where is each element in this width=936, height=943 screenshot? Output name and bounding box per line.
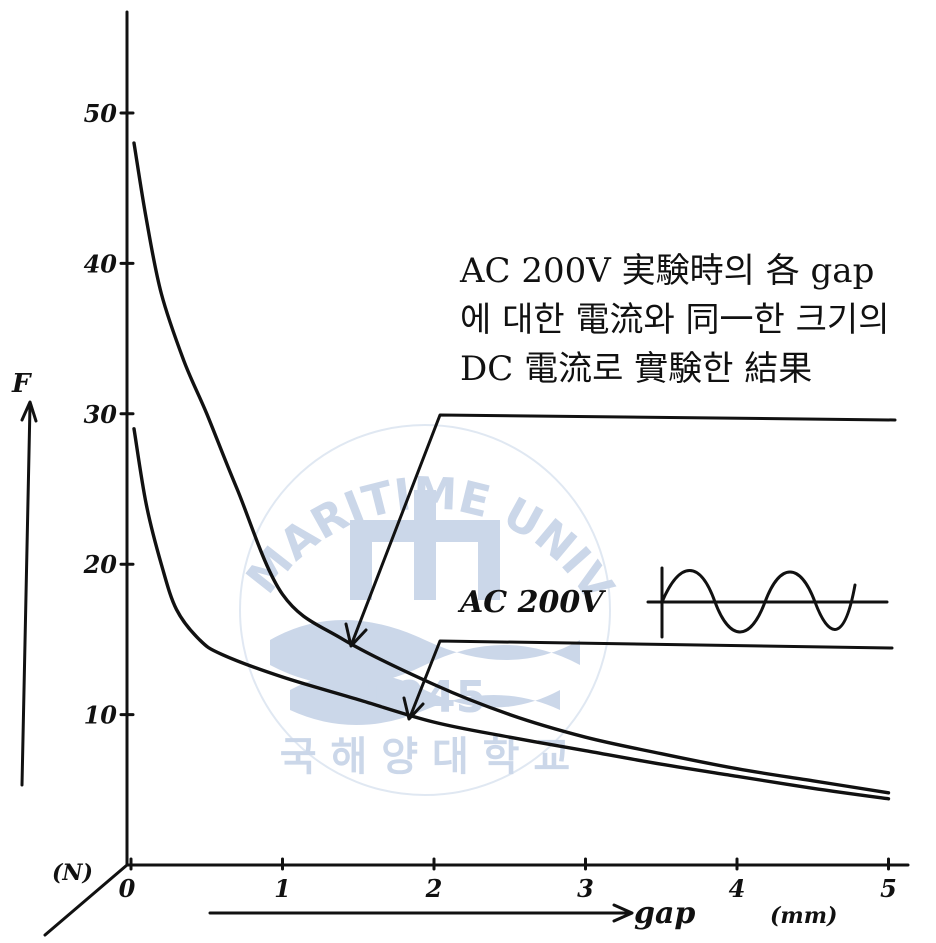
annotation-line-2: 에 대한 電流와 同一한 크기의 (460, 300, 889, 340)
ac-label: AC 200V (457, 585, 606, 620)
ac-curve (132, 427, 891, 801)
x-axis-label-group: gap (mm) (208, 896, 837, 931)
watermark-korean-text: 국 해 양 대 학 교 (280, 734, 570, 780)
data-curves (132, 141, 891, 801)
x-tick-label: 0 (119, 874, 136, 903)
annotation-line-1: AC 200V 実験時의 各 gap (459, 251, 874, 291)
dc-leader-line (350, 413, 897, 645)
axes (43, 10, 910, 937)
y-axis-arrow-head-icon (20, 400, 38, 423)
y-axis-label-group: F (N) (11, 369, 93, 886)
x-tick-label: 2 (425, 874, 443, 903)
watermark-seal-circle (239, 424, 611, 796)
axis-ticks: 0 1 2 3 4 5 10 20 30 40 50 (83, 99, 897, 903)
annotation-line-3: DC 電流로 實験한 結果 (460, 349, 812, 389)
annotation-block: AC 200V 実験時의 各 gap 에 대한 電流와 同一한 크기의 DC 電… (344, 251, 897, 721)
x-tick-label: 1 (274, 874, 291, 903)
dc-leader-arrow-icon (344, 622, 368, 648)
dc-curve (132, 141, 891, 795)
x-axis-unit: (mm) (770, 903, 837, 929)
y-tick-label: 50 (84, 99, 118, 128)
ac-leader-line (408, 639, 894, 719)
x-tick-label: 5 (880, 874, 897, 903)
y-axis-arrow-line (20, 403, 32, 787)
y-axis-unit: (N) (52, 860, 93, 886)
y-tick-label: 20 (83, 550, 118, 579)
y-axis-label: F (11, 369, 32, 399)
ac-sine-wave-icon (660, 569, 857, 634)
x-tick-label: 3 (577, 874, 594, 903)
y-tick-label: 10 (84, 701, 118, 730)
y-tick-label: 40 (84, 249, 118, 278)
x-tick-label: 4 (729, 874, 746, 903)
ac-leader-arrow-icon (402, 696, 425, 721)
x-axis-label: gap (634, 896, 695, 931)
y-tick-label: 30 (84, 400, 118, 429)
x-axis-arrow-head-icon (612, 903, 634, 923)
depth-axis-line (43, 863, 129, 937)
